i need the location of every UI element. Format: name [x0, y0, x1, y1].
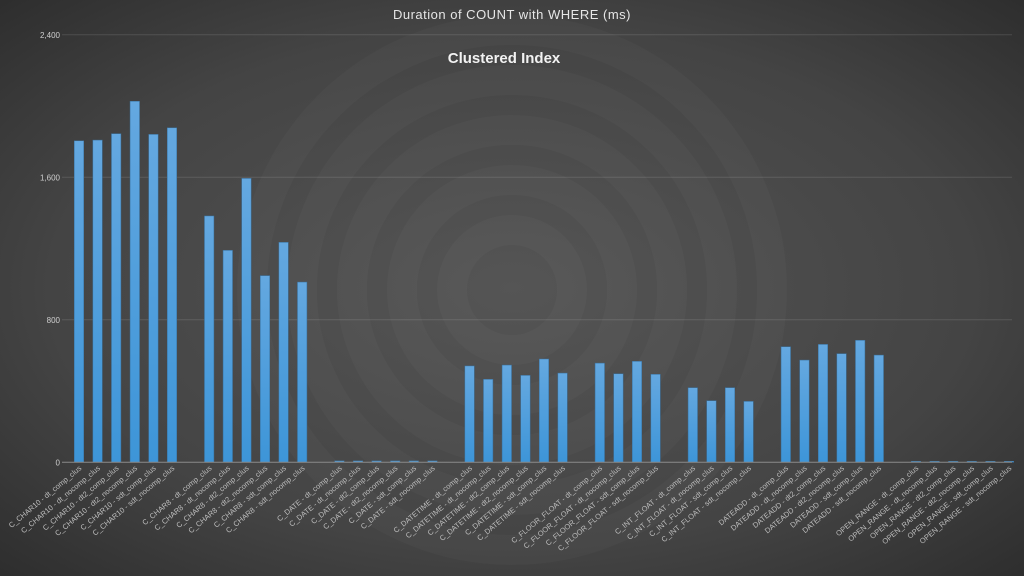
bar [297, 281, 308, 463]
gridlines [62, 34, 1012, 321]
bar [241, 178, 252, 463]
bar [222, 250, 233, 463]
bars [74, 100, 1014, 463]
bar [167, 127, 177, 463]
bar [650, 374, 661, 463]
bar [129, 100, 140, 463]
bar [706, 400, 717, 463]
y-tick-label: 1,600 [40, 173, 61, 182]
bar [632, 361, 642, 463]
bar [278, 242, 289, 463]
bar [464, 365, 475, 463]
bar [148, 134, 159, 463]
bar [557, 372, 568, 463]
y-axis-ticks: 0 800 1,600 2,400 [40, 31, 61, 467]
bar [799, 359, 810, 463]
bar [594, 362, 605, 463]
bar [483, 379, 494, 463]
bar [725, 387, 735, 463]
bar [743, 401, 754, 463]
bar [873, 354, 884, 463]
y-tick-label: 0 [56, 458, 61, 467]
bar [111, 133, 122, 463]
bar [613, 373, 624, 463]
bar [780, 346, 791, 463]
y-tick-label: 800 [47, 316, 61, 325]
bar [855, 340, 866, 463]
bar [539, 358, 549, 463]
bar [74, 140, 84, 463]
bar [520, 375, 531, 463]
bar [204, 215, 215, 463]
chart-title: Duration of COUNT with WHERE (ms) [393, 7, 631, 22]
bar [818, 344, 828, 463]
bar [687, 387, 698, 463]
chart-subtitle: Clustered Index [448, 50, 561, 67]
bar [501, 364, 512, 463]
bar [836, 353, 847, 463]
bar [260, 275, 270, 463]
y-tick-label: 2,400 [40, 31, 61, 40]
bar [92, 139, 103, 463]
